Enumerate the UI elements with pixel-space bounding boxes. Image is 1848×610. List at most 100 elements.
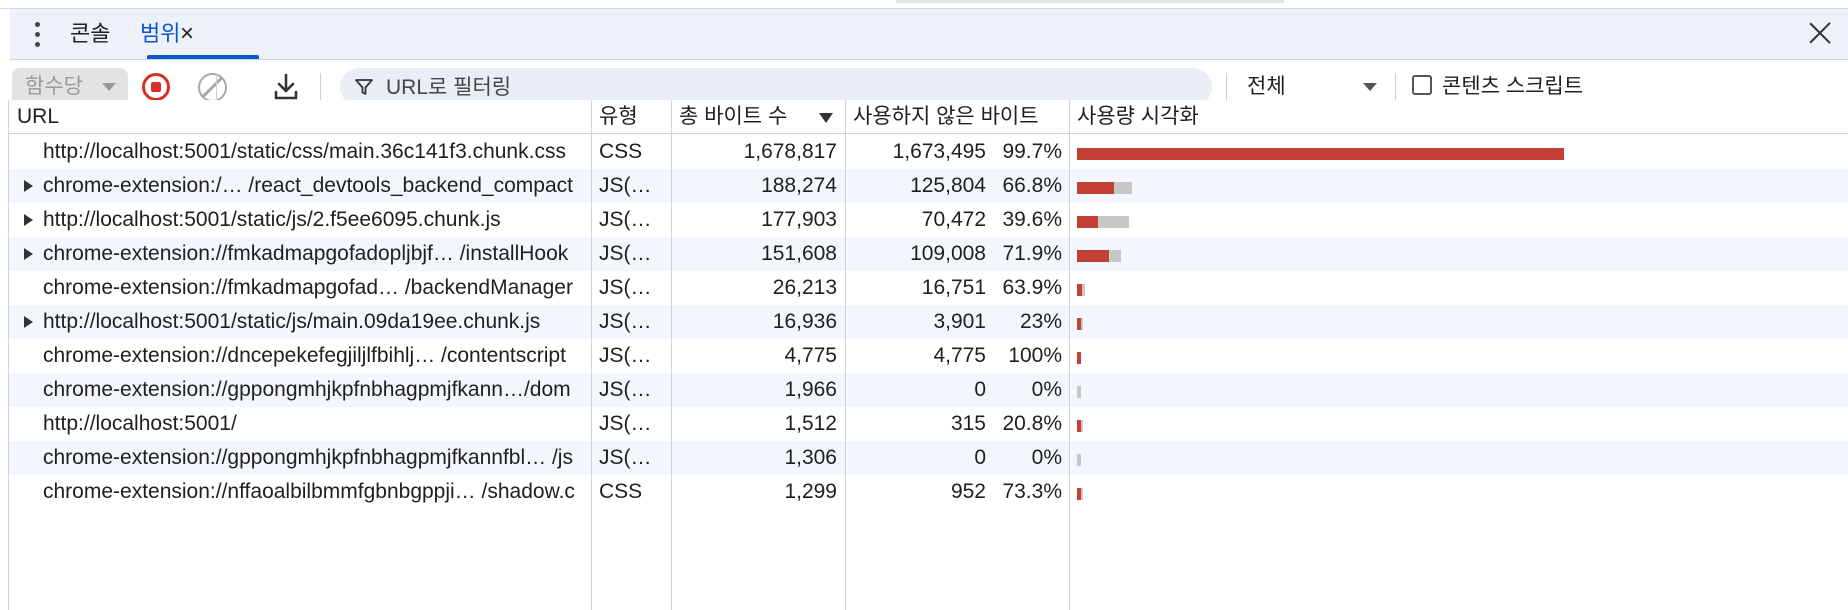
- content-scripts-label[interactable]: 콘텐츠 스크립트: [1442, 75, 1584, 98]
- table-row[interactable]: chrome-extension://nffaoalbilbmmfgbnbgpp…: [9, 475, 1848, 509]
- usage-bar: [1077, 386, 1081, 398]
- stop-recording-button[interactable]: [142, 73, 170, 101]
- export-button[interactable]: [272, 72, 300, 102]
- column-header-total-bytes[interactable]: 총 바이트 수: [671, 100, 845, 134]
- clear-icon: [201, 76, 224, 98]
- usage-bar: [1077, 488, 1083, 500]
- toolbar-divider: [216, 73, 217, 102]
- unused-bytes-cell: 3,901: [933, 310, 986, 333]
- unused-bytes-cell: 0: [974, 446, 986, 469]
- total-bytes-cell: 26,213: [772, 276, 837, 299]
- usage-bar-unused: [1077, 386, 1081, 398]
- unused-percent-cell: 66.8%: [1002, 174, 1062, 197]
- coverage-table: http://localhost:5001/static/css/main.36…: [8, 100, 1848, 610]
- close-drawer-icon[interactable]: [1806, 19, 1834, 47]
- table-row[interactable]: chrome-extension://fmkadmapgofadopljbjf……: [9, 237, 1848, 271]
- type-cell: JS(…: [599, 310, 652, 333]
- clear-button[interactable]: [198, 73, 227, 102]
- column-header-unused-bytes[interactable]: 사용하지 않은 바이트: [845, 100, 1069, 134]
- type-cell: JS(…: [599, 208, 652, 231]
- chevron-down-icon: [1363, 83, 1377, 91]
- expand-row-icon[interactable]: [24, 316, 33, 328]
- column-header-total-bytes-label: 총 바이트 수: [679, 105, 788, 128]
- total-bytes-cell: 1,678,817: [743, 140, 837, 163]
- usage-bar: [1077, 216, 1129, 228]
- table-row[interactable]: http://localhost:5001/static/js/main.09d…: [9, 305, 1848, 339]
- url-cell: http://localhost:5001/static/css/main.36…: [43, 140, 566, 163]
- url-cell: chrome-extension://nffaoalbilbmmfgbnbgpp…: [43, 480, 575, 503]
- unused-percent-cell: 73.3%: [1002, 480, 1062, 503]
- total-bytes-cell: 1,299: [784, 480, 837, 503]
- type-cell: JS(…: [599, 412, 652, 435]
- unused-percent-cell: 63.9%: [1002, 276, 1062, 299]
- unused-percent-cell: 39.6%: [1002, 208, 1062, 231]
- more-tabs-icon[interactable]: [32, 22, 42, 48]
- content-scripts-checkbox[interactable]: [1412, 75, 1432, 95]
- unused-bytes-cell: 16,751: [921, 276, 986, 299]
- unused-percent-cell: 0%: [1031, 378, 1062, 401]
- url-cell: http://localhost:5001/static/js/main.09d…: [43, 310, 541, 333]
- column-divider: [671, 100, 672, 610]
- type-cell: JS(…: [599, 276, 652, 299]
- usage-bar: [1077, 420, 1083, 432]
- table-row[interactable]: http://localhost:5001/static/css/main.36…: [9, 135, 1848, 169]
- usage-bar-used: [1077, 318, 1081, 330]
- expand-row-icon[interactable]: [24, 180, 33, 192]
- unused-bytes-cell: 0: [974, 378, 986, 401]
- type-cell: CSS: [599, 140, 643, 163]
- table-row[interactable]: http://localhost:5001/static/js/2.f5ee60…: [9, 203, 1848, 237]
- column-header-url[interactable]: URL: [9, 100, 591, 134]
- unused-percent-cell: 100%: [1008, 344, 1062, 367]
- resource-type-select[interactable]: 전체: [1245, 68, 1387, 106]
- total-bytes-cell: 1,306: [784, 446, 837, 469]
- total-bytes-cell: 1,966: [784, 378, 837, 401]
- column-divider: [845, 100, 846, 610]
- expand-row-icon[interactable]: [24, 248, 33, 260]
- tab-coverage-close-icon[interactable]: ×: [180, 20, 195, 47]
- type-cell: JS(…: [599, 174, 652, 197]
- active-tab-indicator: [147, 55, 259, 59]
- url-cell: http://localhost:5001/static/js/2.f5ee60…: [43, 208, 501, 231]
- table-row[interactable]: chrome-extension://gppongmhjkpfnbhagpmjf…: [9, 441, 1848, 475]
- total-bytes-cell: 151,608: [761, 242, 837, 265]
- sort-descending-icon: [819, 113, 833, 123]
- usage-bar-used: [1077, 352, 1081, 364]
- resource-type-value: 전체: [1247, 75, 1286, 98]
- type-cell: CSS: [599, 480, 643, 503]
- total-bytes-cell: 4,775: [784, 344, 837, 367]
- tab-console[interactable]: 콘솔: [70, 21, 111, 46]
- total-bytes-cell: 177,903: [761, 208, 837, 231]
- usage-bar-unused: [1082, 284, 1085, 296]
- url-cell: chrome-extension://dncepekefegjiljlfbihl…: [43, 344, 566, 367]
- tab-coverage[interactable]: 범위: [140, 21, 181, 46]
- table-row[interactable]: chrome-extension://fmkadmapgofad… /backe…: [9, 271, 1848, 305]
- usage-bar-used: [1077, 284, 1082, 296]
- usage-bar: [1077, 454, 1081, 466]
- usage-bar-used: [1077, 250, 1109, 262]
- toolbar-divider: [320, 73, 321, 102]
- drawer-tab-bar: 콘솔 범위 ×: [10, 9, 1848, 60]
- table-row[interactable]: chrome-extension:/… /react_devtools_back…: [9, 169, 1848, 203]
- column-divider: [591, 100, 592, 610]
- unused-percent-cell: 0%: [1031, 446, 1062, 469]
- total-bytes-cell: 188,274: [761, 174, 837, 197]
- unused-bytes-cell: 125,804: [910, 174, 986, 197]
- url-cell: chrome-extension:/… /react_devtools_back…: [43, 174, 573, 197]
- usage-bar-unused: [1109, 250, 1121, 262]
- expand-row-icon[interactable]: [24, 214, 33, 226]
- unused-bytes-cell: 109,008: [910, 242, 986, 265]
- usage-bar-unused: [1077, 454, 1081, 466]
- table-row[interactable]: chrome-extension://dncepekefegjiljlfbihl…: [9, 339, 1848, 373]
- url-cell: http://localhost:5001/: [43, 412, 237, 435]
- unused-bytes-cell: 4,775: [933, 344, 986, 367]
- type-cell: JS(…: [599, 446, 652, 469]
- table-row[interactable]: http://localhost:5001/JS(… 1,512 315 20.8%: [9, 407, 1848, 441]
- table-row[interactable]: chrome-extension://gppongmhjkpfnbhagpmjf…: [9, 373, 1848, 407]
- unused-percent-cell: 71.9%: [1002, 242, 1062, 265]
- total-bytes-cell: 16,936: [772, 310, 837, 333]
- column-header-type[interactable]: 유형: [591, 100, 671, 134]
- usage-bar-used: [1077, 420, 1081, 432]
- column-header-visualization[interactable]: 사용량 시각화: [1069, 100, 1848, 134]
- unused-percent-cell: 23%: [1019, 310, 1062, 333]
- coverage-type-select[interactable]: 함수당: [12, 68, 128, 106]
